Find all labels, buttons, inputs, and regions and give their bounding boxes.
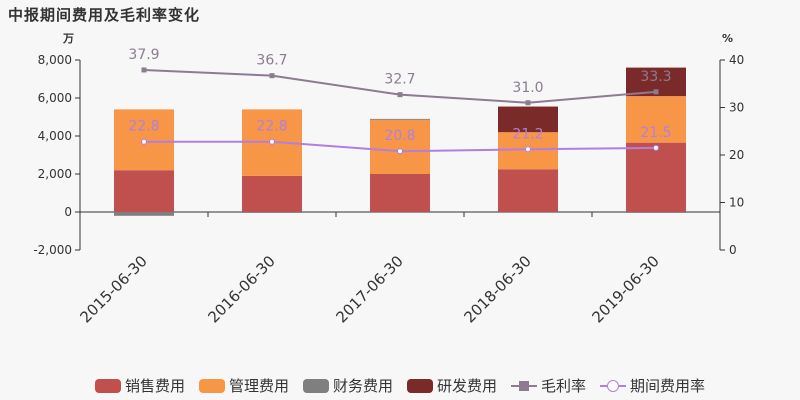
legend-line-marker [511, 379, 538, 393]
data-label: 22.8 [256, 119, 287, 135]
legend-item[interactable]: 毛利率 [511, 375, 586, 396]
line-point [269, 73, 275, 79]
data-label: 33.3 [640, 69, 671, 85]
left-tick-label: 2,000 [38, 167, 72, 181]
category-label: 2019-06-30 [588, 252, 662, 326]
bar-segment [626, 96, 686, 143]
data-label: 31.0 [512, 80, 543, 96]
category-label: 2017-06-30 [332, 252, 406, 326]
line-point [653, 144, 659, 151]
legend-swatch [302, 378, 329, 393]
line-point [653, 89, 659, 95]
bar-segment [626, 142, 686, 212]
bar-segment [370, 119, 430, 174]
bar-segment [242, 175, 302, 212]
legend-label: 毛利率 [541, 377, 587, 395]
legend-label: 财务费用 [332, 377, 393, 395]
bar-segment [498, 212, 558, 213]
left-tick-label: 8,000 [38, 53, 72, 67]
bar-segment [626, 212, 686, 213]
right-tick-label: 40 [729, 53, 744, 67]
legend-item[interactable]: 管理费用 [198, 375, 289, 396]
left-tick-label: 4,000 [38, 129, 72, 143]
legend-item[interactable]: 财务费用 [302, 375, 393, 396]
right-tick-label: 0 [729, 243, 737, 257]
bars-layer [114, 67, 686, 216]
legend-label: 销售费用 [124, 377, 185, 395]
line-point [141, 67, 147, 73]
line-point [397, 148, 403, 155]
line-point [525, 146, 531, 153]
legend: 销售费用 管理费用 财务费用 研发费用 毛利率 期间费用率 [0, 375, 800, 396]
legend-circle-marker [607, 379, 620, 392]
category-label: 2016-06-30 [204, 252, 278, 326]
bar-segment [498, 106, 558, 133]
data-label: 36.7 [256, 53, 287, 69]
left-tick-label: 0 [64, 205, 72, 219]
legend-item[interactable]: 研发费用 [407, 375, 497, 396]
chart-title: 中报期间费用及毛利率变化 [8, 6, 201, 24]
bar-segment [114, 212, 174, 216]
right-tick-label: 10 [729, 196, 744, 210]
line-point [269, 138, 275, 145]
left-axis-unit: 万 [62, 32, 74, 45]
bar-segment [498, 169, 558, 212]
legend-label: 期间费用率 [630, 377, 706, 395]
data-label: 22.8 [128, 119, 159, 135]
left-tick-label: -2,000 [33, 243, 72, 257]
legend-item[interactable]: 期间费用率 [600, 375, 705, 396]
line-point [141, 138, 147, 145]
legend-square-marker [519, 380, 530, 391]
line-point [397, 92, 403, 98]
category-label: 2018-06-30 [460, 252, 534, 326]
legend-line-marker [600, 379, 627, 393]
data-label: 21.5 [640, 125, 671, 141]
right-tick-label: 20 [729, 148, 744, 162]
data-label: 21.2 [512, 126, 543, 142]
data-label: 37.9 [128, 47, 159, 63]
legend-swatch [198, 378, 225, 393]
data-label: 32.7 [384, 72, 415, 88]
bar-segment [114, 170, 174, 212]
category-label: 2015-06-30 [76, 252, 150, 326]
lines-layer: 37.9 36.7 32.7 31.0 33.3 22.8 22.8 20.8 21.2 21.5 [128, 47, 672, 155]
bar-segment [370, 118, 430, 120]
data-label: 20.8 [384, 128, 415, 144]
legend-swatch [407, 378, 433, 393]
legend-swatch [94, 378, 121, 393]
right-tick-label: 30 [729, 101, 744, 115]
bar-segment [370, 174, 430, 212]
bar-segment [242, 212, 302, 213]
line-point [525, 100, 531, 106]
legend-item[interactable]: 销售费用 [94, 375, 185, 396]
legend-label: 研发费用 [437, 377, 498, 395]
right-axis-unit: % [722, 32, 733, 45]
left-tick-label: 6,000 [38, 91, 72, 105]
legend-label: 管理费用 [228, 377, 289, 395]
